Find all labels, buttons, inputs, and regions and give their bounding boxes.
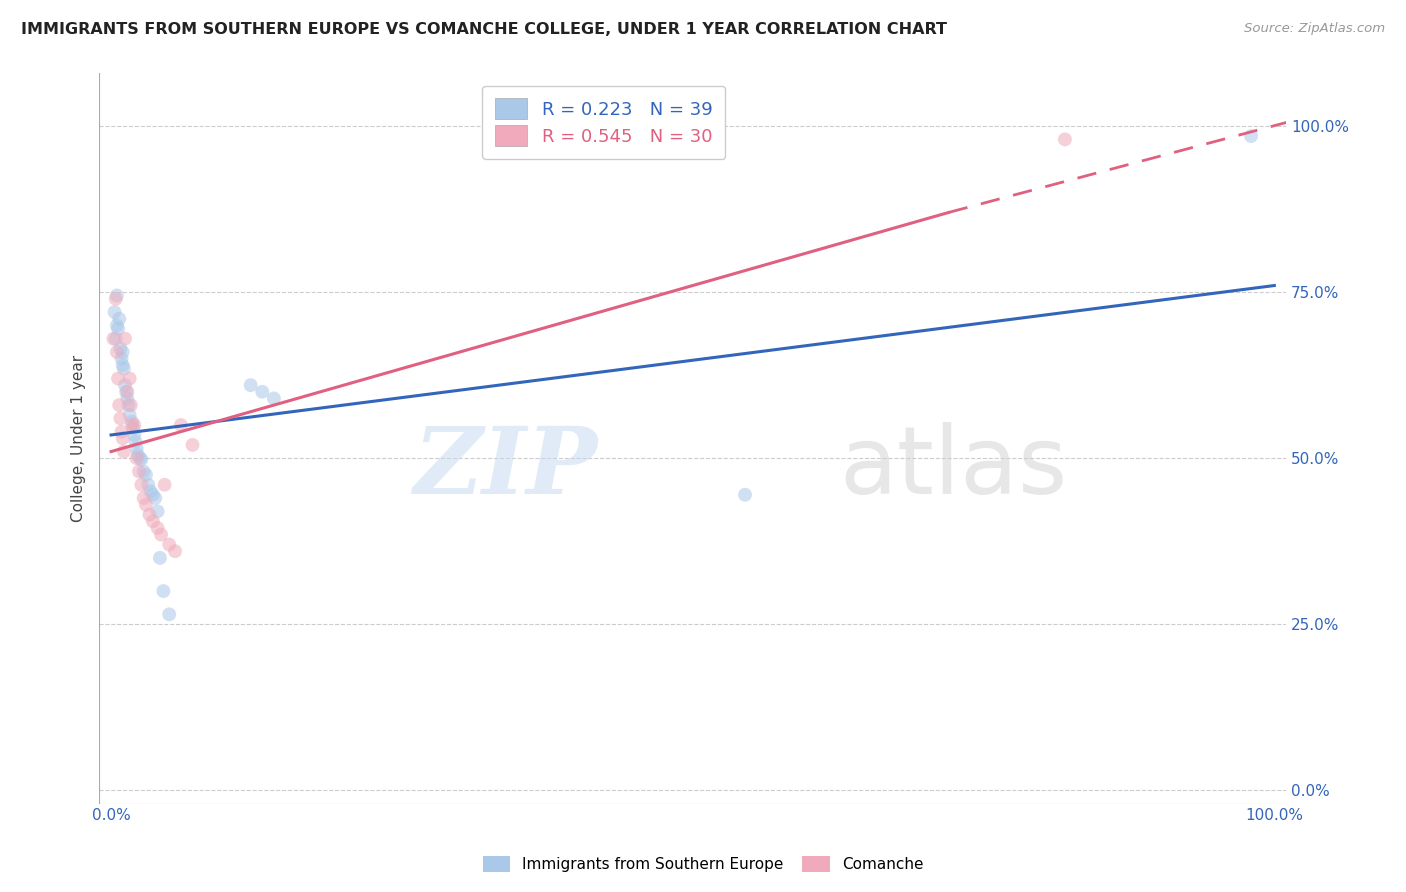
Point [163,544,186,558]
Text: Source: ZipAtlas.com: Source: ZipAtlas.com [1244,22,1385,36]
Point [239,378,262,392]
Point [111,345,134,359]
Point [124,428,146,442]
Point [104,332,127,346]
Point [157,607,180,622]
Point [157,538,180,552]
Point [170,417,193,432]
Point [110,425,132,439]
Point [107,322,129,336]
Point [181,438,204,452]
Legend: R = 0.223   N = 39, R = 0.545   N = 30: R = 0.223 N = 39, R = 0.545 N = 30 [482,86,725,159]
Point [111,358,134,372]
Point [734,488,756,502]
Point [117,398,139,412]
Point [149,550,172,565]
Point [124,434,146,449]
Point [121,417,143,432]
Point [124,417,146,432]
Point [252,384,274,399]
Point [105,288,128,302]
Point [118,408,141,422]
Point [107,371,129,385]
Point [135,498,157,512]
Point [111,431,134,445]
Point [117,392,139,406]
Y-axis label: College, Under 1 year: College, Under 1 year [72,355,86,522]
Point [121,415,143,429]
Point [143,491,166,505]
Point [153,477,176,491]
Text: IMMIGRANTS FROM SOUTHERN EUROPE VS COMANCHE COLLEGE, UNDER 1 YEAR CORRELATION CH: IMMIGRANTS FROM SOUTHERN EUROPE VS COMAN… [21,22,948,37]
Text: ZIP: ZIP [413,423,598,513]
Point [131,477,153,491]
Point [103,332,125,346]
Point [139,484,162,499]
Point [1053,132,1076,146]
Point [105,318,128,333]
Point [263,392,285,406]
Point [146,521,169,535]
Point [125,451,148,466]
Point [120,398,142,412]
Point [117,384,139,399]
Point [110,351,132,366]
Point [110,342,132,356]
Point [112,444,135,458]
Point [142,488,165,502]
Point [112,361,135,376]
Point [118,371,141,385]
Point [132,465,155,479]
Point [150,527,173,541]
Point [142,514,165,528]
Point [135,467,157,482]
Point [114,332,136,346]
Point [138,508,160,522]
Point [136,477,159,491]
Point [105,345,128,359]
Point [152,584,174,599]
Legend: Immigrants from Southern Europe, Comanche: Immigrants from Southern Europe, Comanch… [475,848,931,880]
Point [115,384,138,399]
Text: atlas: atlas [839,422,1069,514]
Point [128,465,150,479]
Point [108,398,131,412]
Point [1240,129,1263,144]
Point [127,448,149,462]
Point [108,311,131,326]
Point [125,442,148,456]
Point [114,378,136,392]
Point [131,452,153,467]
Point [110,411,132,425]
Point [122,421,145,435]
Point [146,504,169,518]
Point [103,305,125,319]
Point [129,451,152,466]
Point [132,491,155,505]
Point [104,292,127,306]
